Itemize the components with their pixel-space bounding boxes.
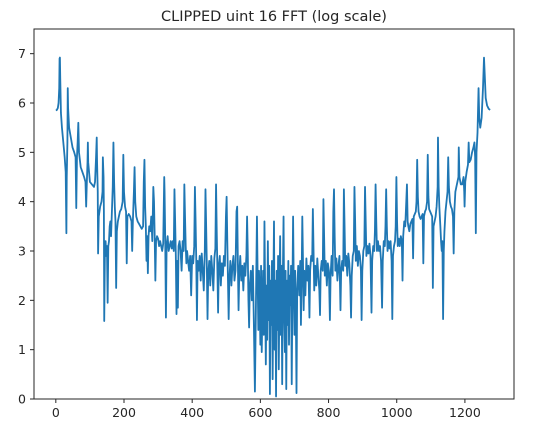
y-tick-label: 1: [18, 342, 26, 357]
x-tick-label: 1200: [449, 405, 481, 420]
x-tick-label: 1000: [381, 405, 413, 420]
x-tick-label: 400: [180, 405, 204, 420]
y-tick-label: 6: [18, 96, 26, 111]
y-axis: 0 1 2 3 4 5 6 7: [18, 46, 34, 407]
y-tick-label: 7: [18, 46, 26, 61]
x-tick-label: 200: [112, 405, 136, 420]
x-tick-label: 600: [248, 405, 272, 420]
axes-frame: [33, 28, 515, 400]
plot-area: [55, 56, 491, 398]
y-tick-label: 3: [18, 244, 26, 259]
y-tick-label: 0: [18, 392, 26, 407]
x-tick-label: 800: [317, 405, 341, 420]
chart-title: CLIPPED uint 16 FFT (log scale): [161, 9, 387, 25]
y-tick-label: 4: [18, 194, 26, 209]
y-tick-label: 2: [18, 293, 26, 308]
fft-series-line-0: [55, 56, 491, 398]
y-tick-label: 5: [18, 145, 26, 160]
x-tick-label: 0: [52, 405, 60, 420]
x-axis: 0 200 400 600 800 1000 1200: [52, 399, 481, 420]
